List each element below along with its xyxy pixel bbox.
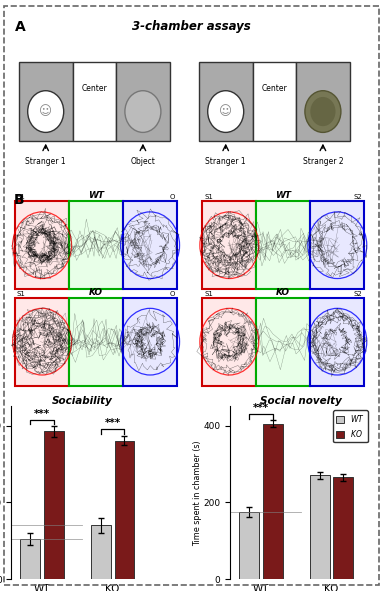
Text: S2: S2 (354, 194, 363, 200)
Bar (20, 539, 40, 579)
Text: Stranger 1: Stranger 1 (25, 157, 66, 167)
Ellipse shape (208, 90, 244, 132)
Bar (310, 202, 364, 289)
Text: S2: S2 (354, 291, 363, 297)
Text: WT: WT (275, 191, 291, 200)
Text: ☺: ☺ (219, 105, 232, 118)
Text: Object: Object (131, 157, 155, 167)
Text: KO: KO (276, 287, 290, 297)
Title: Social novelty: Social novelty (260, 395, 342, 405)
Bar (310, 475, 330, 579)
Text: A: A (15, 20, 26, 34)
Y-axis label: Time spent in chamber (s): Time spent in chamber (s) (193, 440, 202, 545)
Bar (123, 298, 177, 385)
Bar (202, 298, 256, 385)
Bar (15, 202, 69, 289)
Text: Center: Center (262, 84, 287, 93)
Text: 3-chamber assays: 3-chamber assays (132, 20, 251, 33)
Title: Sociability: Sociability (52, 395, 113, 405)
Ellipse shape (305, 90, 341, 132)
Bar (310, 298, 364, 385)
Bar (202, 202, 256, 289)
Text: ☺: ☺ (39, 105, 52, 118)
Text: S1: S1 (17, 291, 26, 297)
Bar (15, 298, 69, 385)
Bar (19, 61, 73, 141)
Text: S1: S1 (204, 194, 213, 200)
Bar (199, 61, 253, 141)
Bar (253, 61, 296, 141)
Bar (69, 202, 123, 289)
Text: ***: *** (253, 403, 269, 413)
Bar (123, 202, 177, 289)
Text: B: B (13, 193, 24, 207)
Ellipse shape (310, 97, 336, 126)
Bar (91, 525, 111, 579)
Bar (239, 512, 259, 579)
Legend: $WT$, $KO$: $WT$, $KO$ (333, 410, 368, 442)
Bar (256, 298, 310, 385)
Text: KO: KO (89, 287, 103, 297)
Text: ***: *** (34, 408, 50, 418)
Bar (115, 441, 134, 579)
Text: Center: Center (82, 84, 107, 93)
Text: Stranger 2: Stranger 2 (303, 157, 343, 167)
Text: S1: S1 (204, 291, 213, 297)
Text: O: O (170, 291, 175, 297)
Text: O: O (170, 194, 175, 200)
Bar (333, 478, 353, 579)
Bar (44, 431, 64, 579)
Bar (73, 61, 116, 141)
Bar (116, 61, 170, 141)
Text: ***: *** (105, 418, 121, 428)
Ellipse shape (125, 90, 161, 132)
Bar (263, 424, 283, 579)
Text: Stranger 1: Stranger 1 (205, 157, 246, 167)
Bar (256, 202, 310, 289)
Bar (69, 298, 123, 385)
Text: WT: WT (88, 191, 104, 200)
Bar (296, 61, 350, 141)
Text: S1: S1 (17, 194, 26, 200)
Ellipse shape (28, 90, 64, 132)
